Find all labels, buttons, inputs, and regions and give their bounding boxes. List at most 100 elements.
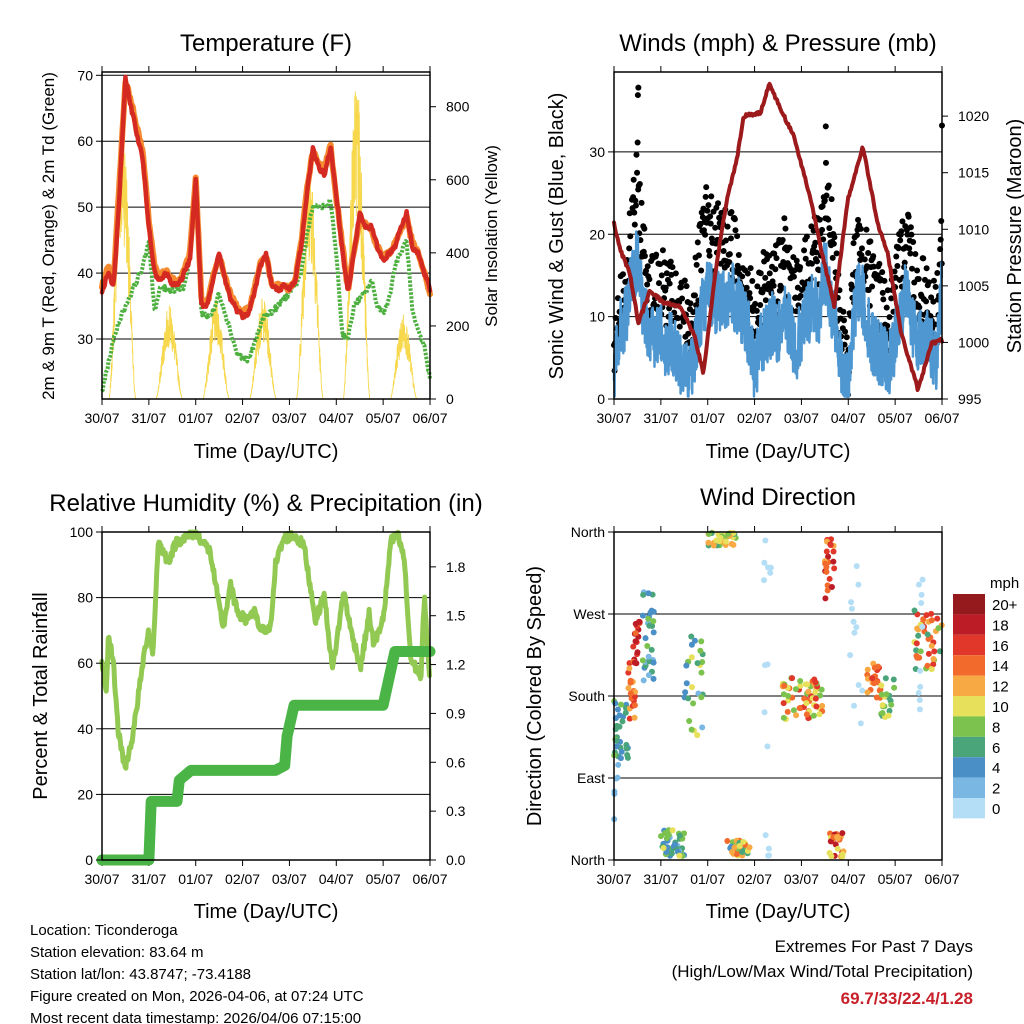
temperature-x-axis-title: Time (Day/UTC) [194,441,339,463]
gust-point [699,214,706,221]
wind-direction-point [713,537,720,544]
y-tick-right-label: 0.0 [446,852,466,868]
wind-direction-point [792,686,799,693]
x-tick-label: 05/07 [366,871,401,887]
wind-direction-point [730,541,737,548]
wind-direction-point [632,630,639,637]
wind-direction-point [767,564,774,571]
pressure-y-axis-title: Station Pressure (Maroon) [1004,119,1024,354]
wind-direction-point [648,646,655,653]
wind-direction-point [645,590,652,597]
gust-point [646,276,653,283]
gust-point [675,315,682,322]
y-tick-label: West [573,606,605,622]
wind-direction-point [888,701,895,708]
wind-direction-point [624,751,631,758]
wind-direction-point [627,690,634,697]
gust-point [920,255,927,262]
gust-point [704,207,711,214]
gust-point [884,287,891,294]
gust-point [821,197,828,204]
wind-direction-point [660,844,667,851]
gust-point [888,295,895,302]
wind-direction-point [853,624,860,631]
gust-point [801,247,808,254]
gust-point [753,307,760,314]
wind-direction-point [683,662,690,669]
gust-point [790,273,797,280]
gust-point [826,225,833,232]
gust-point [840,308,847,315]
gust-point [910,239,917,246]
gust-point [908,231,915,238]
gust-point [641,225,648,232]
x-tick-label: 06/07 [412,410,447,426]
gust-point [626,245,633,252]
wind-direction-point [813,703,820,710]
wind-direction-point [694,732,701,739]
wind-direction-point [650,675,657,682]
wind-direction-point [631,702,638,709]
y-tick-label: 80 [77,590,93,606]
gust-point [831,234,838,241]
wind-direction-point [920,616,927,623]
gust-point [746,289,753,296]
gust-point [909,265,916,272]
y-tick-right-label: 1020 [958,108,989,124]
wind-direction-point [645,615,652,622]
gust-point [706,247,713,254]
y-tick-right-label: 0.9 [446,705,466,721]
y-tick-label: 60 [77,655,93,671]
gust-point [705,202,712,209]
wind-direction-point [650,659,657,666]
gust-point [655,280,662,287]
gust-point [734,233,741,240]
gust-outlier-point [822,123,829,130]
gust-point [869,283,876,290]
x-tick-label: 06/07 [924,410,959,426]
wind-direction-point [839,830,846,837]
y-tick-label: 30 [589,144,605,160]
total-precipitation-line [96,646,436,866]
solar-y-axis-title: Solar Insolation (Yellow) [482,145,501,327]
gust-point [840,317,847,324]
wind-direction-point [859,687,866,694]
wind-direction-point [916,706,923,713]
gust-point [632,202,639,209]
legend-label: 20+ [992,597,1018,614]
gust-point [630,176,637,183]
gust-point [808,260,815,267]
humidity-chart-title: Relative Humidity (%) & Precipitation (i… [49,490,482,517]
gust-point [813,249,820,256]
gust-point [833,250,840,257]
gust-point [894,263,901,270]
wind-direction-point [617,755,624,762]
gust-point [780,264,787,271]
wind-direction-point [671,841,678,848]
wind-direction-point [928,610,935,617]
y-tick-right-label: 1.2 [446,657,466,673]
wind-direction-point [818,686,825,693]
gust-point [667,258,674,265]
wind-direction-point [733,851,740,858]
wind-direction-point [824,587,831,594]
y-tick-right-label: 800 [446,99,470,115]
wind-direction-point [645,653,652,660]
wind-direction-point [676,852,683,859]
gust-point [813,258,820,265]
wind-direction-point [642,635,649,642]
gust-point [819,203,826,210]
gust-point [863,226,870,233]
y-tick-right-label: 600 [446,172,470,188]
temperature-chart-title: Temperature (F) [180,30,352,57]
wind-direction-point [879,702,886,709]
gust-point [899,218,906,225]
wind-direction-point [761,709,768,716]
wind-direction-point [878,682,885,689]
wind-direction-point [699,659,706,666]
wind-direction-point [915,690,922,697]
wind-direction-point [764,743,771,750]
temperature-y-axis-title: 2m & 9m T (Red, Orange) & 2m Td (Green) [39,72,58,400]
gust-point [747,295,754,302]
